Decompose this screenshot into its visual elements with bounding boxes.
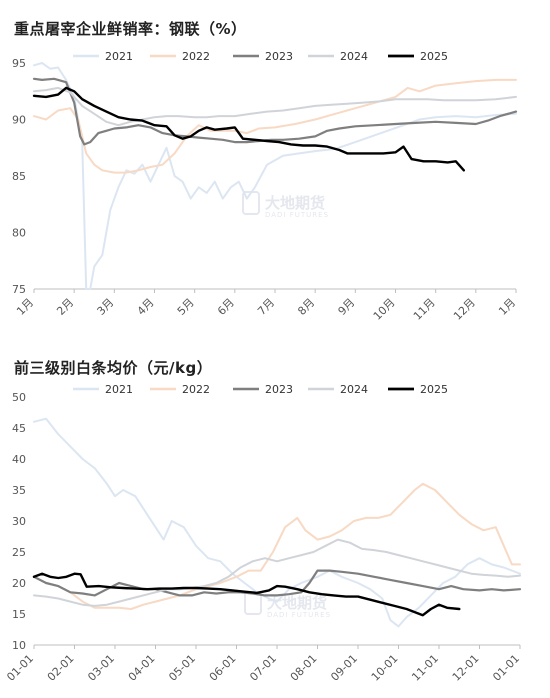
series-line-2022	[33, 482, 521, 610]
series-line-2024	[33, 538, 521, 607]
x-tick-label: 10月	[371, 296, 398, 323]
legend-label-2025: 2025	[420, 50, 448, 63]
chart-title: 前三级别白条均价（元/kg）	[14, 359, 213, 377]
x-tick-label: 7月	[255, 296, 277, 318]
x-tick-label: 10-01	[369, 652, 401, 684]
legend-label-2023: 2023	[265, 383, 293, 396]
y-tick-label: 50	[12, 391, 26, 404]
x-tick-label: 05-01	[166, 652, 198, 684]
legend-label-2025: 2025	[420, 383, 448, 396]
y-tick-label: 25	[12, 546, 26, 559]
x-tick-label: 6月	[215, 296, 237, 318]
svg-text:DADI FUTURES: DADI FUTURES	[267, 611, 331, 619]
chart-panel-freshsale: 重点屠宰企业鲜销率：钢联（%） 大地期货 DADI FUTURES 75 80 85 90…	[0, 0, 550, 345]
x-tick-label: 1月	[14, 296, 36, 318]
y-tick-label: 30	[12, 515, 26, 528]
x-tick-label: 12月	[451, 296, 478, 323]
svg-text:大地期货: 大地期货	[267, 594, 327, 612]
x-tick-label: 12-01	[450, 652, 482, 684]
x-tick-label: 5月	[175, 296, 197, 318]
y-tick-label: 40	[12, 453, 26, 466]
x-tick-label: 11月	[411, 296, 438, 323]
y-tick-label: 35	[12, 484, 26, 497]
x-tick-label: 1月	[496, 296, 518, 318]
svg-text:DADI FUTURES: DADI FUTURES	[265, 211, 329, 219]
series-line-2021	[33, 417, 521, 628]
x-tick-label: 08-01	[288, 652, 320, 684]
x-tick-label: 03-01	[85, 652, 117, 684]
y-tick-label: 80	[12, 227, 26, 240]
legend-label-2022: 2022	[182, 50, 210, 63]
x-tick-label: 4月	[135, 296, 157, 318]
series-line-2024	[33, 86, 517, 127]
x-tick-label: 2月	[54, 296, 76, 318]
series-line-2025	[32, 572, 461, 617]
x-tick-label: 01-01	[4, 652, 36, 684]
x-tick-label: 3月	[95, 296, 117, 318]
series-line-2021	[33, 62, 517, 290]
series-line-2025	[32, 86, 465, 172]
legend-label-2024: 2024	[340, 383, 368, 396]
legend-label-2023: 2023	[265, 50, 293, 63]
x-tick-label: 01-01	[490, 652, 522, 684]
series-line-2023	[32, 77, 518, 146]
x-tick-label: 09-01	[328, 652, 360, 684]
chart-panel-price: 前三级别白条均价（元/kg） 大地期货 DADI FUTURES 10 15 20 25 3…	[0, 345, 550, 698]
y-tick-label: 20	[12, 577, 26, 590]
legend-label-2021: 2021	[105, 50, 133, 63]
y-tick-label: 10	[12, 639, 26, 652]
x-tick-label: 07-01	[247, 652, 279, 684]
x-tick-label: 9月	[336, 296, 358, 318]
series-line-2022	[33, 78, 517, 174]
x-tick-label: 8月	[295, 296, 317, 318]
y-tick-label: 90	[12, 114, 26, 127]
x-tick-label: 04-01	[126, 652, 158, 684]
y-tick-label: 15	[12, 608, 26, 621]
legend-label-2021: 2021	[105, 383, 133, 396]
series-line-2023	[32, 569, 522, 597]
chart-title: 重点屠宰企业鲜销率：钢联（%）	[14, 20, 247, 38]
x-tick-label: 02-01	[45, 652, 77, 684]
legend-label-2024: 2024	[340, 50, 368, 63]
y-tick-label: 85	[12, 170, 26, 183]
y-tick-label: 95	[12, 57, 26, 70]
x-tick-label: 11-01	[409, 652, 441, 684]
x-tick-label: 06-01	[207, 652, 239, 684]
svg-text:大地期货: 大地期货	[265, 194, 325, 212]
y-tick-label: 45	[12, 422, 26, 435]
y-tick-label: 75	[12, 283, 26, 296]
legend-label-2022: 2022	[182, 383, 210, 396]
